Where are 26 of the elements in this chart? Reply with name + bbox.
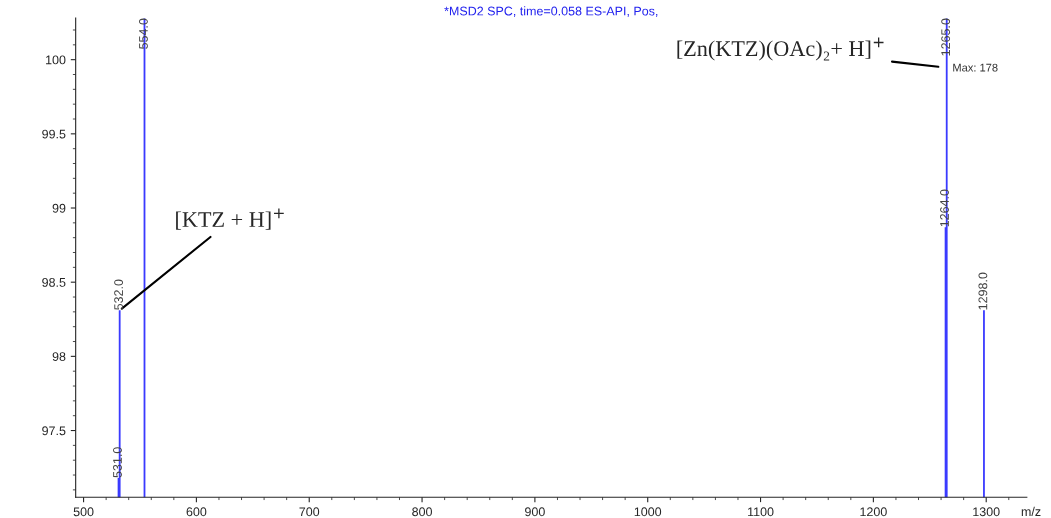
annotation: 1264.0 bbox=[940, 189, 949, 227]
annotation: 531.0 bbox=[113, 447, 122, 478]
x-tick-label: 1300 bbox=[973, 507, 1000, 517]
y-tick-label: 97.5 bbox=[42, 426, 66, 436]
x-tick-label: 1100 bbox=[748, 507, 774, 517]
y-tick-label: 99 bbox=[52, 203, 66, 213]
x-axis-title: m/z bbox=[1021, 506, 1041, 517]
y-tick-label: 100 bbox=[46, 55, 66, 65]
x-tick-label: 900 bbox=[525, 507, 545, 517]
annotation: 554.0 bbox=[139, 18, 148, 49]
y-tick-label: 99.5 bbox=[42, 129, 66, 139]
annotation: 1265.0 bbox=[941, 18, 951, 56]
x-tick-label: 600 bbox=[186, 507, 207, 517]
annotation: Max: 178 bbox=[953, 63, 998, 72]
x-tick-label: 800 bbox=[412, 507, 432, 517]
x-tick-label: 1000 bbox=[634, 507, 662, 517]
x-tick-label: 700 bbox=[299, 507, 320, 517]
annotation: 532.0 bbox=[114, 279, 124, 310]
chart-title: *MSD2 SPC, time=0.058 ES-API, Pos, bbox=[444, 6, 658, 17]
y-tick-label: 98 bbox=[52, 352, 66, 362]
annotation: [KTZ + H]$^{+}$ bbox=[176, 208, 284, 230]
y-tick-label: 98.5 bbox=[42, 277, 66, 287]
annotation: [Zn(KTZ)(OAc)₂+ H]$^{+}$ bbox=[677, 37, 884, 61]
annotation: 1298.0 bbox=[978, 272, 988, 310]
x-tick-label: 500 bbox=[73, 507, 94, 517]
x-tick-label: 1200 bbox=[860, 507, 887, 517]
